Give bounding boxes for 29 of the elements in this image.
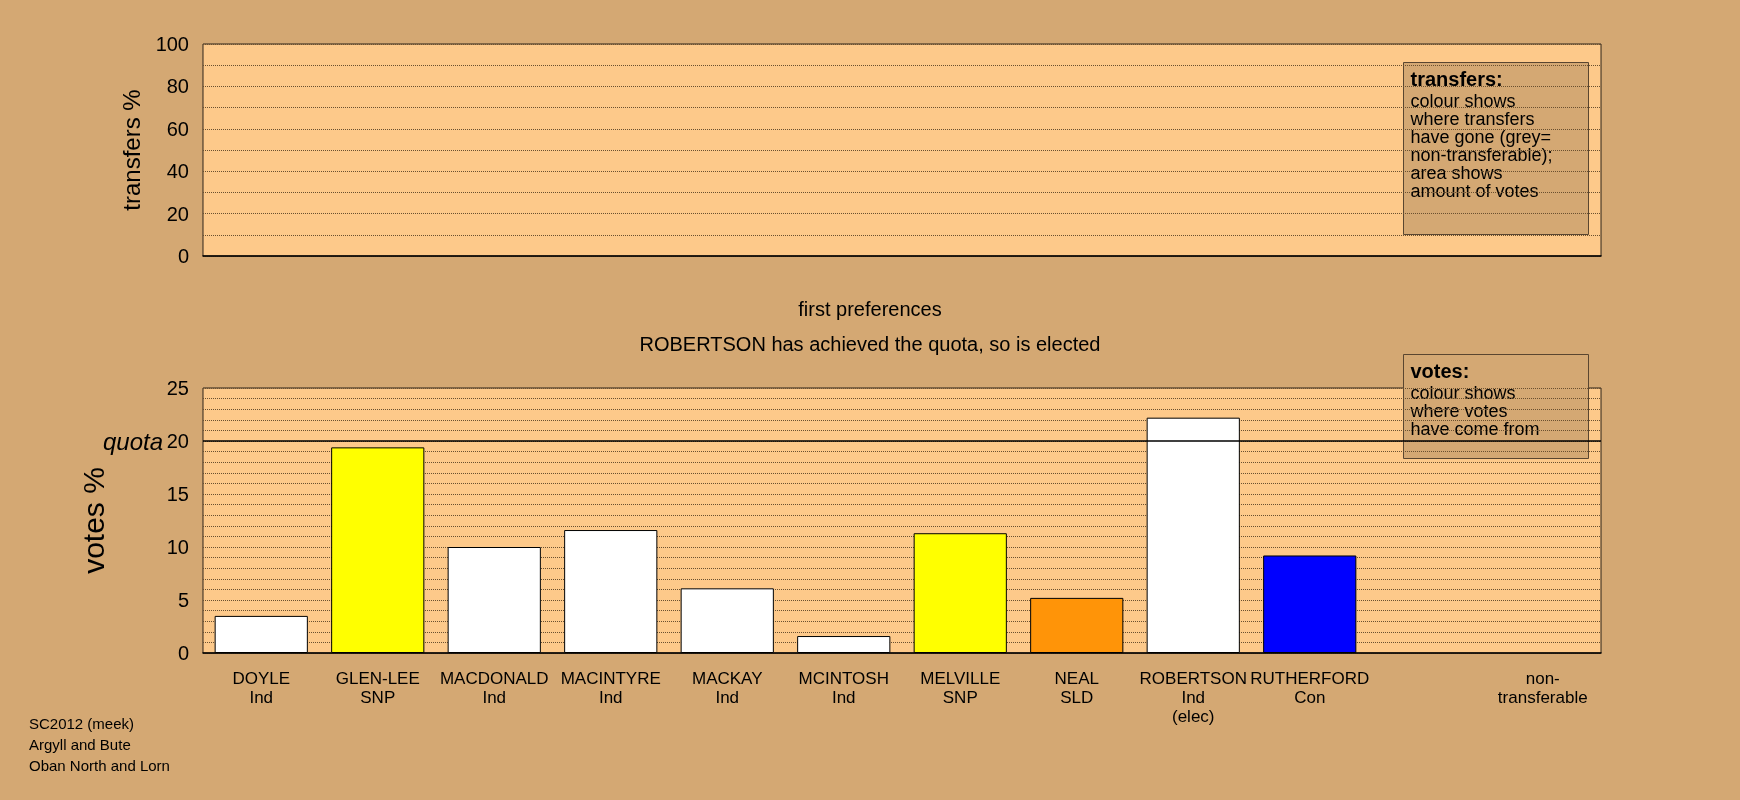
chart-subtitle: ROBERTSON has achieved the quota, so is elected	[639, 333, 1101, 355]
y-tick-label: 0	[177, 642, 189, 664]
x-tick-label: MACDONALD Ind	[439, 669, 549, 707]
x-tick-label: MACKAY Ind	[691, 669, 763, 707]
y-tick-label: 10	[166, 536, 189, 558]
y-tick-label: 20	[166, 202, 189, 225]
y-tick-label: 25	[166, 377, 189, 399]
y-tick-label: 0	[177, 245, 189, 267]
ref-line-label: quota	[102, 427, 163, 455]
x-tick-label: ROBERTSON Ind (elec)	[1139, 669, 1247, 726]
y-tick-label: 100	[155, 33, 189, 55]
text: SC2012 (meek) Argyll and Bute Oban North and Lorn	[29, 715, 170, 774]
x-tick-label: non- transferable	[1497, 669, 1588, 707]
y-tick-label: 40	[166, 160, 189, 183]
y-tick-label: 15	[166, 483, 189, 505]
y-axis-title: transfers %	[117, 89, 145, 211]
x-tick-label: DOYLE Ind	[232, 669, 291, 707]
chart-title: first preferences	[798, 298, 942, 320]
y-tick-label: 80	[166, 75, 189, 98]
y-tick-label: 20	[166, 430, 189, 452]
x-tick-label: MELVILLE SNP	[920, 669, 1001, 707]
x-tick-label: GLEN-LEE SNP	[335, 669, 420, 707]
y-tick-label: 60	[166, 117, 189, 140]
x-tick-label: NEAL SLD	[1054, 669, 1099, 707]
x-tick-label: RUTHERFORD Con	[1250, 669, 1370, 707]
x-tick-label: MCINTOSH Ind	[798, 669, 889, 707]
y-axis-title: votes %	[76, 467, 110, 574]
y-tick-label: 5	[177, 589, 189, 611]
x-tick-label: MACINTYRE Ind	[560, 669, 661, 707]
